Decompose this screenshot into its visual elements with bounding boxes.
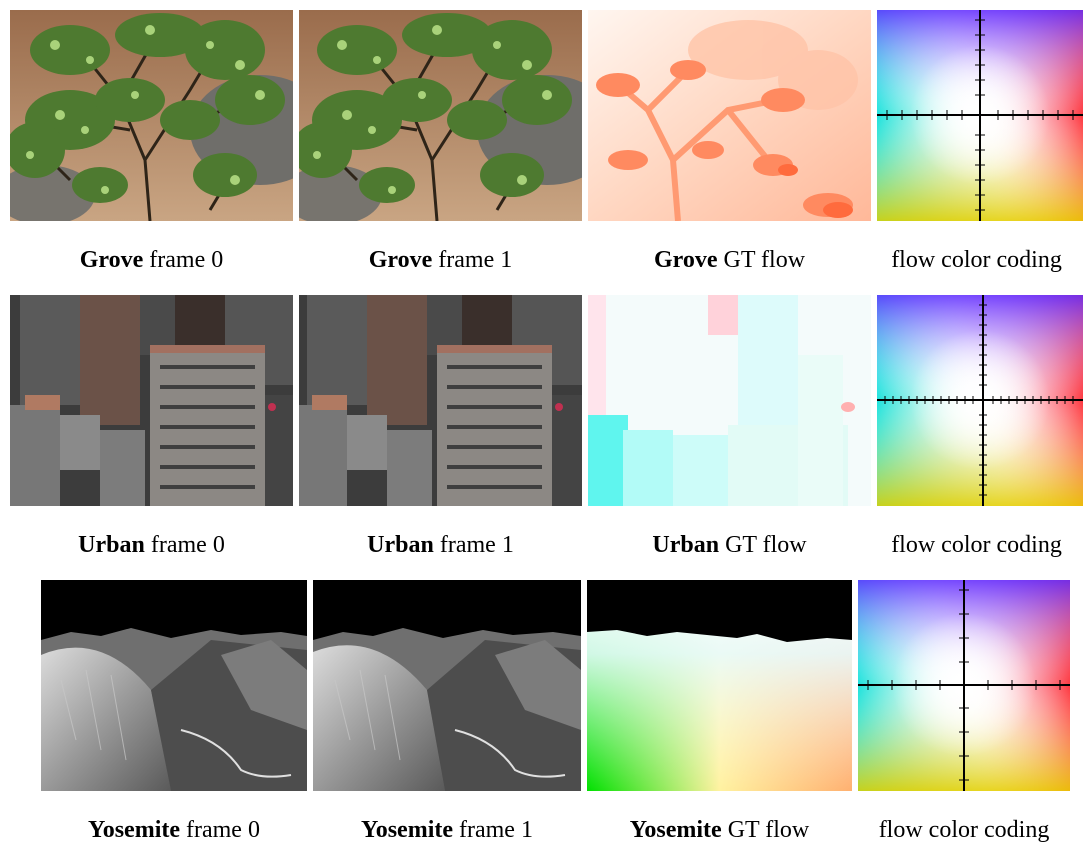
yosemite-flow-color-wheel bbox=[858, 580, 1070, 791]
yosemite-frame-0-image bbox=[41, 580, 307, 791]
urban-gt-flow-image bbox=[588, 295, 871, 506]
grove-gt-flow-image bbox=[588, 10, 871, 221]
caption-grove-frame-0: Grove frame 0 bbox=[79, 247, 224, 273]
caption-yosemite-frame-1: Yosemite frame 1 bbox=[361, 817, 533, 843]
caption-grove-color-coding: flow color coding bbox=[891, 247, 1062, 273]
caption-urban-frame-1: Urban frame 1 bbox=[367, 532, 514, 558]
caption-urban-frame-0: Urban frame 0 bbox=[78, 532, 225, 558]
grove-frame-0-image bbox=[10, 10, 293, 221]
caption-urban-color-coding: flow color coding bbox=[891, 532, 1062, 558]
caption-yosemite-frame-0: Yosemite frame 0 bbox=[88, 817, 260, 843]
caption-grove-gt-flow: Grove GT flow bbox=[653, 247, 806, 273]
caption-yosemite-gt-flow: Yosemite GT flow bbox=[629, 817, 810, 843]
grove-frame-1-image bbox=[299, 10, 582, 221]
caption-grove-frame-1: Grove frame 1 bbox=[368, 247, 513, 273]
urban-flow-color-wheel bbox=[877, 295, 1083, 506]
caption-urban-gt-flow: Urban GT flow bbox=[652, 532, 807, 558]
caption-yosemite-color-coding: flow color coding bbox=[878, 817, 1050, 843]
urban-frame-1-image bbox=[299, 295, 582, 506]
grove-flow-color-wheel bbox=[877, 10, 1083, 221]
yosemite-frame-1-image bbox=[313, 580, 581, 791]
urban-frame-0-image bbox=[10, 295, 293, 506]
yosemite-gt-flow-image bbox=[587, 580, 852, 791]
